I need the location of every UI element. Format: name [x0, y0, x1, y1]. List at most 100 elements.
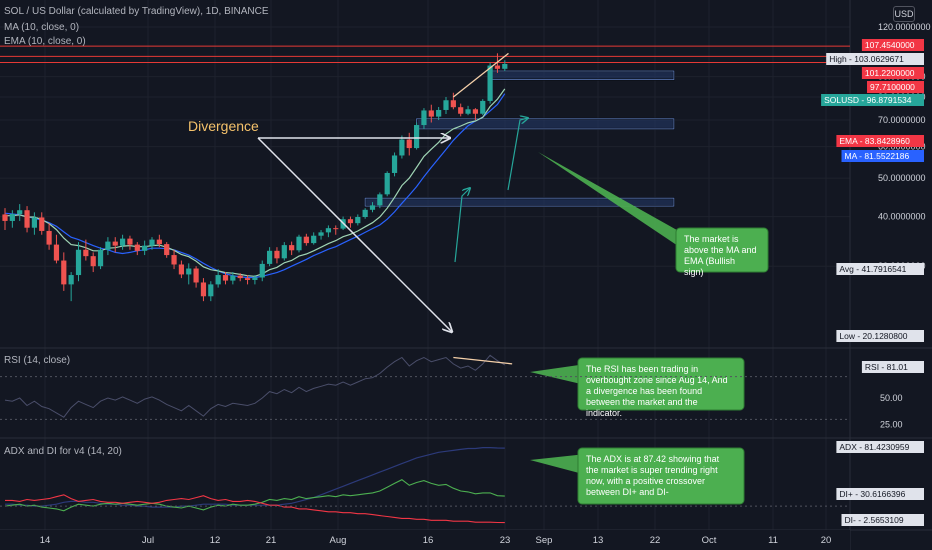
price-axis-label-bg	[836, 135, 924, 147]
price-callout-pointer	[538, 152, 696, 258]
price-callout-line: EMA (Bullish	[684, 256, 735, 266]
time-tick-label: 21	[266, 535, 277, 546]
currency-badge[interactable]: USD	[893, 6, 915, 22]
candle-body	[178, 264, 184, 275]
candle-body	[149, 239, 155, 246]
candle-body	[355, 217, 361, 224]
time-tick-label: 16	[423, 535, 434, 546]
candle-body	[142, 245, 148, 251]
time-tick-label: 20	[821, 535, 832, 546]
price-callout-text: The market is above the MA and EMA (Bullis…	[684, 234, 757, 277]
candle-body	[61, 260, 67, 285]
candle-body	[164, 244, 170, 256]
candle-body	[9, 214, 15, 221]
candle-body	[458, 107, 464, 114]
candle-body	[200, 282, 207, 297]
di-minus-value-label: DI- - 2.5653109	[845, 515, 904, 525]
divergence-label: Divergence	[188, 118, 259, 134]
candle-body	[450, 100, 456, 108]
di-minus-line	[5, 494, 505, 524]
candle-body	[156, 239, 162, 245]
candle-body	[252, 277, 258, 280]
rsi-divergence-line	[453, 356, 513, 365]
candle-body	[46, 230, 52, 245]
candle-body	[494, 65, 501, 69]
candle-body	[384, 172, 390, 195]
di-minus-value-label-bg	[841, 514, 924, 526]
adx-callout-line: now, with a positive crossover	[586, 476, 705, 486]
candle-body	[428, 110, 434, 117]
candle-body	[267, 250, 273, 264]
price-axis-label: Avg - 41.7916541	[839, 264, 906, 274]
candle-body	[480, 100, 486, 114]
candle-body	[237, 275, 243, 279]
candle-body	[134, 244, 140, 251]
candle-body	[399, 139, 405, 156]
candle-body	[443, 100, 449, 110]
price-axis-label-bg	[836, 330, 924, 342]
adx-callout-text: The ADX is at 87.42 showing that the mark…	[586, 454, 720, 497]
ma-legend[interactable]: MA (10, close, 0)	[4, 22, 80, 33]
divergence-arrow-bottom	[257, 137, 452, 332]
candle-body	[171, 255, 177, 265]
candle-body	[120, 238, 126, 246]
candle-body	[83, 249, 89, 257]
rsi-callout-text: The RSI has been trading in overbought zo…	[586, 364, 728, 418]
adx-line	[5, 447, 505, 508]
candle-body	[53, 244, 60, 261]
time-tick-label: 22	[650, 535, 661, 546]
rsi-callout-line: between the market and the	[586, 397, 698, 407]
time-tick-label: 11	[768, 535, 778, 546]
support-zone	[415, 117, 675, 130]
price-axis-label: Low - 20.1280800	[839, 331, 907, 341]
time-tick-label: Oct	[702, 535, 717, 546]
candle-body	[75, 249, 82, 276]
adx-value-label: ADX - 81.4230959	[839, 442, 909, 452]
price-tick-label: 50.0000000	[878, 173, 926, 183]
candle-body	[296, 236, 302, 251]
candle-body	[193, 268, 199, 283]
di-plus-value-label-bg	[836, 488, 924, 500]
rsi-legend[interactable]: RSI (14, close)	[4, 355, 71, 366]
price-axis-label-bg	[861, 39, 924, 51]
candle-body	[377, 194, 383, 206]
candle-body	[97, 249, 104, 267]
adx-callout-line: between DI+ and DI-	[586, 487, 669, 497]
price-callout-box	[675, 227, 769, 273]
candle-body	[259, 263, 265, 278]
di-plus-line	[4, 479, 505, 512]
rsi-callout-line: indicator.	[586, 408, 622, 418]
projection-arrow-2	[507, 118, 528, 191]
candle-body	[90, 256, 96, 267]
time-tick-label: Aug	[330, 535, 347, 546]
candle-body	[472, 109, 478, 114]
rsi-callout-line: The RSI has been trading in	[586, 364, 698, 374]
price-tick-label: 40.0000000	[878, 212, 926, 222]
rsi-callout-box	[577, 357, 745, 411]
time-tick-label: 13	[593, 535, 604, 546]
price-axis-label: 97.7100000	[870, 82, 915, 92]
adx-legend[interactable]: ADX and DI for v4 (14, 20)	[4, 446, 122, 457]
candle-body	[281, 245, 287, 259]
candle-body	[68, 275, 74, 285]
adx-callout-box	[577, 447, 745, 505]
candle-body	[208, 284, 214, 297]
candle-body	[487, 65, 493, 101]
chart-title: SOL / US Dollar (calculated by TradingVi…	[4, 6, 269, 17]
candle-body	[406, 139, 412, 149]
rsi-value-label: RSI - 81.01	[865, 362, 908, 372]
candle-body	[318, 232, 324, 236]
support-zone	[489, 70, 675, 81]
candle-body	[391, 155, 398, 173]
time-tick-label: Sep	[536, 535, 553, 546]
candle-body	[502, 63, 508, 69]
price-axis-label-bg	[861, 67, 924, 79]
candle-body	[222, 275, 229, 281]
ema-legend[interactable]: EMA (10, close, 0)	[4, 36, 86, 47]
time-tick-label: Jul	[142, 535, 154, 546]
price-axis-label: MA - 81.5522186	[845, 151, 910, 161]
candle-body	[230, 275, 236, 281]
candle-body	[274, 250, 280, 259]
